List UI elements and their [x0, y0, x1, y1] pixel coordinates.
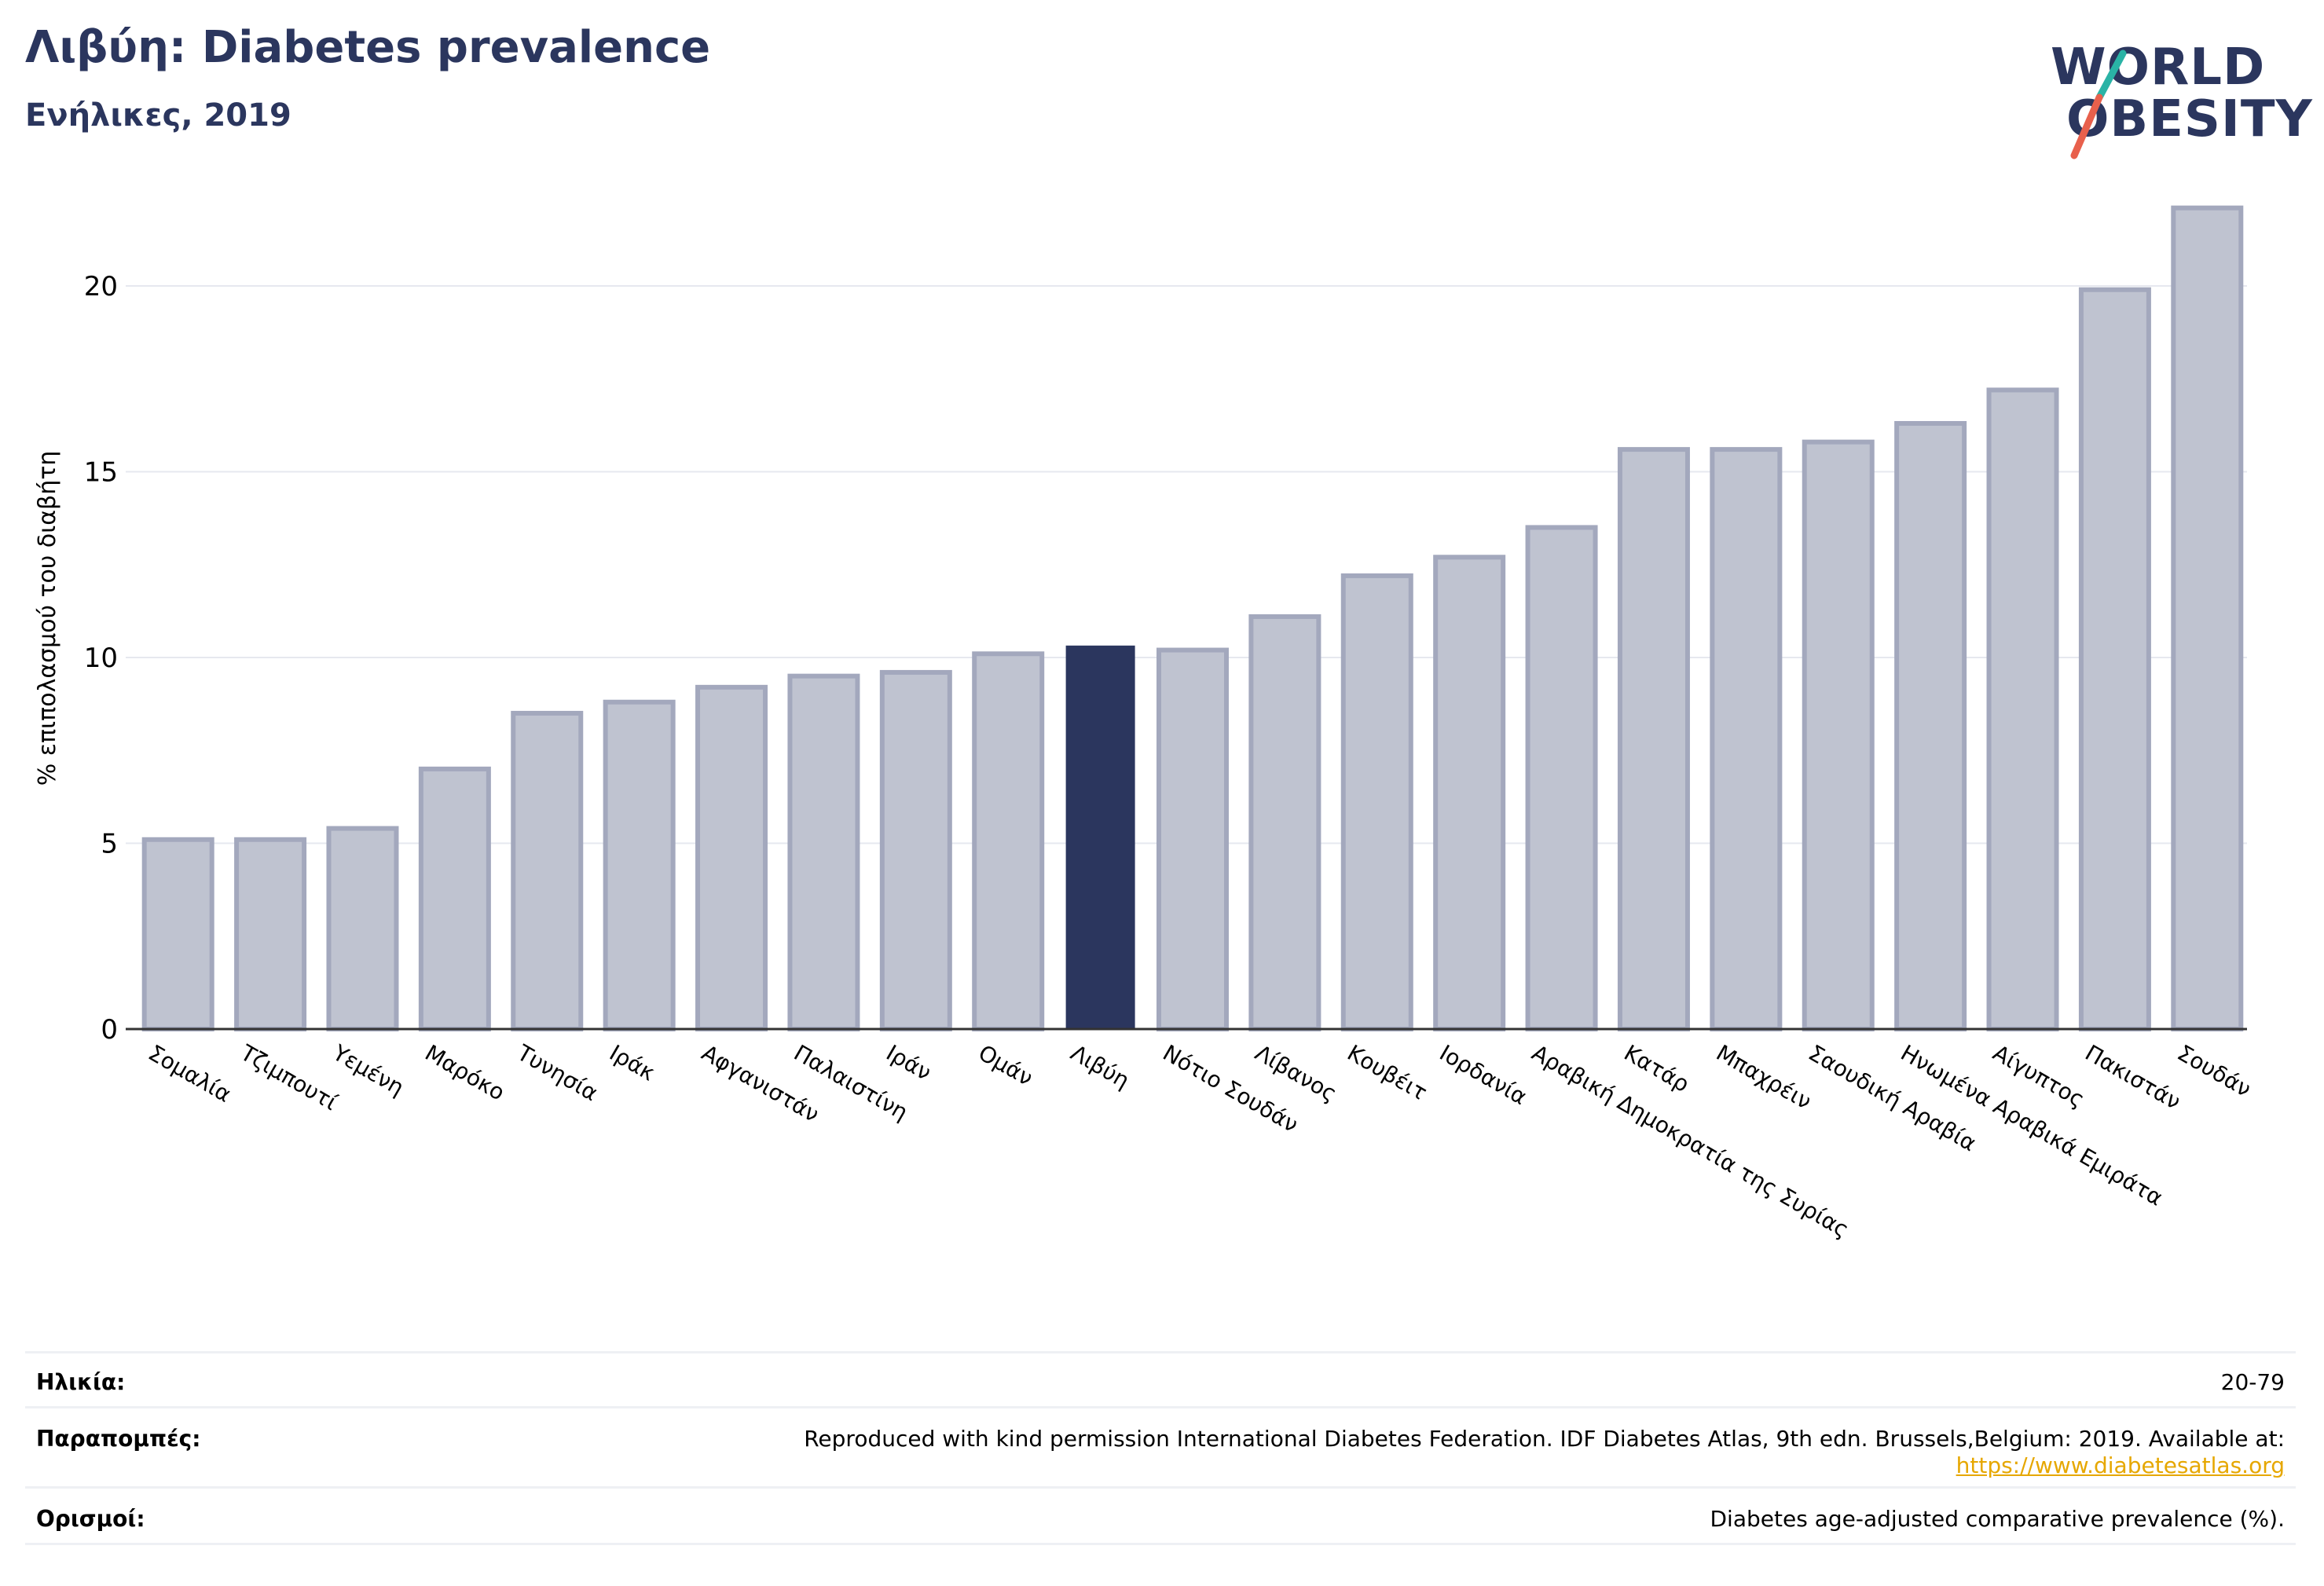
bar — [603, 699, 676, 1031]
bar — [1248, 614, 1321, 1031]
x-tick-label: Ιορδανία — [1435, 1039, 1531, 1110]
bar — [1157, 647, 1229, 1031]
references-link[interactable]: https://www.diabetesatlas.org — [1956, 1452, 2285, 1478]
info-row-references: Παραπομπές: Reproduced with kind permiss… — [25, 1406, 2296, 1489]
bar — [418, 766, 491, 1032]
y-tick-label: 5 — [101, 829, 118, 860]
logo-word-obesity: OBESITY — [2066, 90, 2313, 148]
bar — [1617, 447, 1690, 1031]
y-tick-label: 0 — [101, 1014, 118, 1046]
y-axis-label: % επιπολασμού του διαβήτη — [34, 451, 61, 786]
x-tick-label: Κουβέιτ — [1343, 1039, 1431, 1105]
bar — [1802, 439, 1875, 1031]
bar — [141, 837, 214, 1032]
bar-chart: 0 5 10 15 20 % επιπολασμού του διαβήτη Σομαλία… — [34, 205, 2256, 1243]
bar — [1433, 555, 1506, 1031]
bar — [511, 710, 584, 1031]
info-row-definitions: Ορισμοί: Diabetes age-adjusted comparati… — [25, 1486, 2296, 1545]
info-table: Ηλικία: 20-79 Παραπομπές: Reproduced wit… — [25, 1351, 2296, 1548]
bar — [1710, 447, 1783, 1031]
x-tick-label: Τυνησία — [512, 1039, 603, 1106]
bar — [1525, 525, 1598, 1031]
bar — [1986, 387, 2059, 1031]
bar — [326, 826, 399, 1031]
info-value-definitions: Diabetes age-adjusted comparative preval… — [1710, 1506, 2286, 1532]
y-tick-label: 10 — [84, 643, 118, 674]
chart-subtitle: Ενήλικες, 2019 — [25, 97, 291, 134]
bar — [2078, 287, 2151, 1032]
info-row-age: Ηλικία: 20-79 — [25, 1351, 2296, 1408]
info-value-age: 20-79 — [2220, 1369, 2285, 1395]
x-tick-label: Λιβύη — [1066, 1039, 1134, 1093]
x-tick-label: Σομαλία — [144, 1039, 236, 1107]
x-tick-label: Σαουδική Αραβία — [1804, 1039, 1981, 1156]
x-tick-label: Σουδάν — [2173, 1039, 2256, 1102]
bar — [234, 837, 307, 1032]
x-tick-label: Ιράν — [882, 1039, 936, 1086]
info-table-bottom-border — [25, 1543, 2296, 1545]
x-tick-label: Μαρόκο — [420, 1039, 509, 1105]
chart-title: Λιβύη: Diabetes prevalence — [25, 22, 711, 73]
info-value-references: Reproduced with kind permission Internat… — [804, 1426, 2285, 1452]
bar — [787, 673, 860, 1032]
y-tick-label: 20 — [84, 271, 118, 302]
bar — [1894, 421, 1967, 1031]
bar — [695, 684, 768, 1032]
x-tick-label: Κατάρ — [1619, 1039, 1693, 1097]
x-tick-label: Αραβική Δημοκρατία της Συρίας — [1527, 1039, 1853, 1243]
logo-slash-icon — [2070, 49, 2127, 159]
bar — [1340, 573, 1413, 1031]
info-label-definitions: Ορισμοί: — [36, 1506, 145, 1532]
x-tick-label: Τζιμπουτί — [236, 1039, 343, 1115]
x-tick-label: Ιράκ — [605, 1039, 659, 1086]
info-label-age: Ηλικία: — [36, 1369, 126, 1395]
bar — [1065, 645, 1135, 1030]
bar — [879, 669, 952, 1031]
info-label-references: Παραπομπές: — [36, 1426, 201, 1452]
world-obesity-logo: WORLD OBESITY — [2051, 22, 2313, 163]
x-tick-label: Ομάν — [974, 1039, 1038, 1091]
x-tick-label: Πακιστάν — [2080, 1039, 2185, 1115]
x-tick-label: Μπαχρέιν — [1712, 1039, 1816, 1114]
y-tick-label: 15 — [84, 457, 118, 489]
logo-word-world: WORLD — [2051, 38, 2266, 97]
bar — [2171, 205, 2244, 1031]
bar — [972, 651, 1045, 1032]
